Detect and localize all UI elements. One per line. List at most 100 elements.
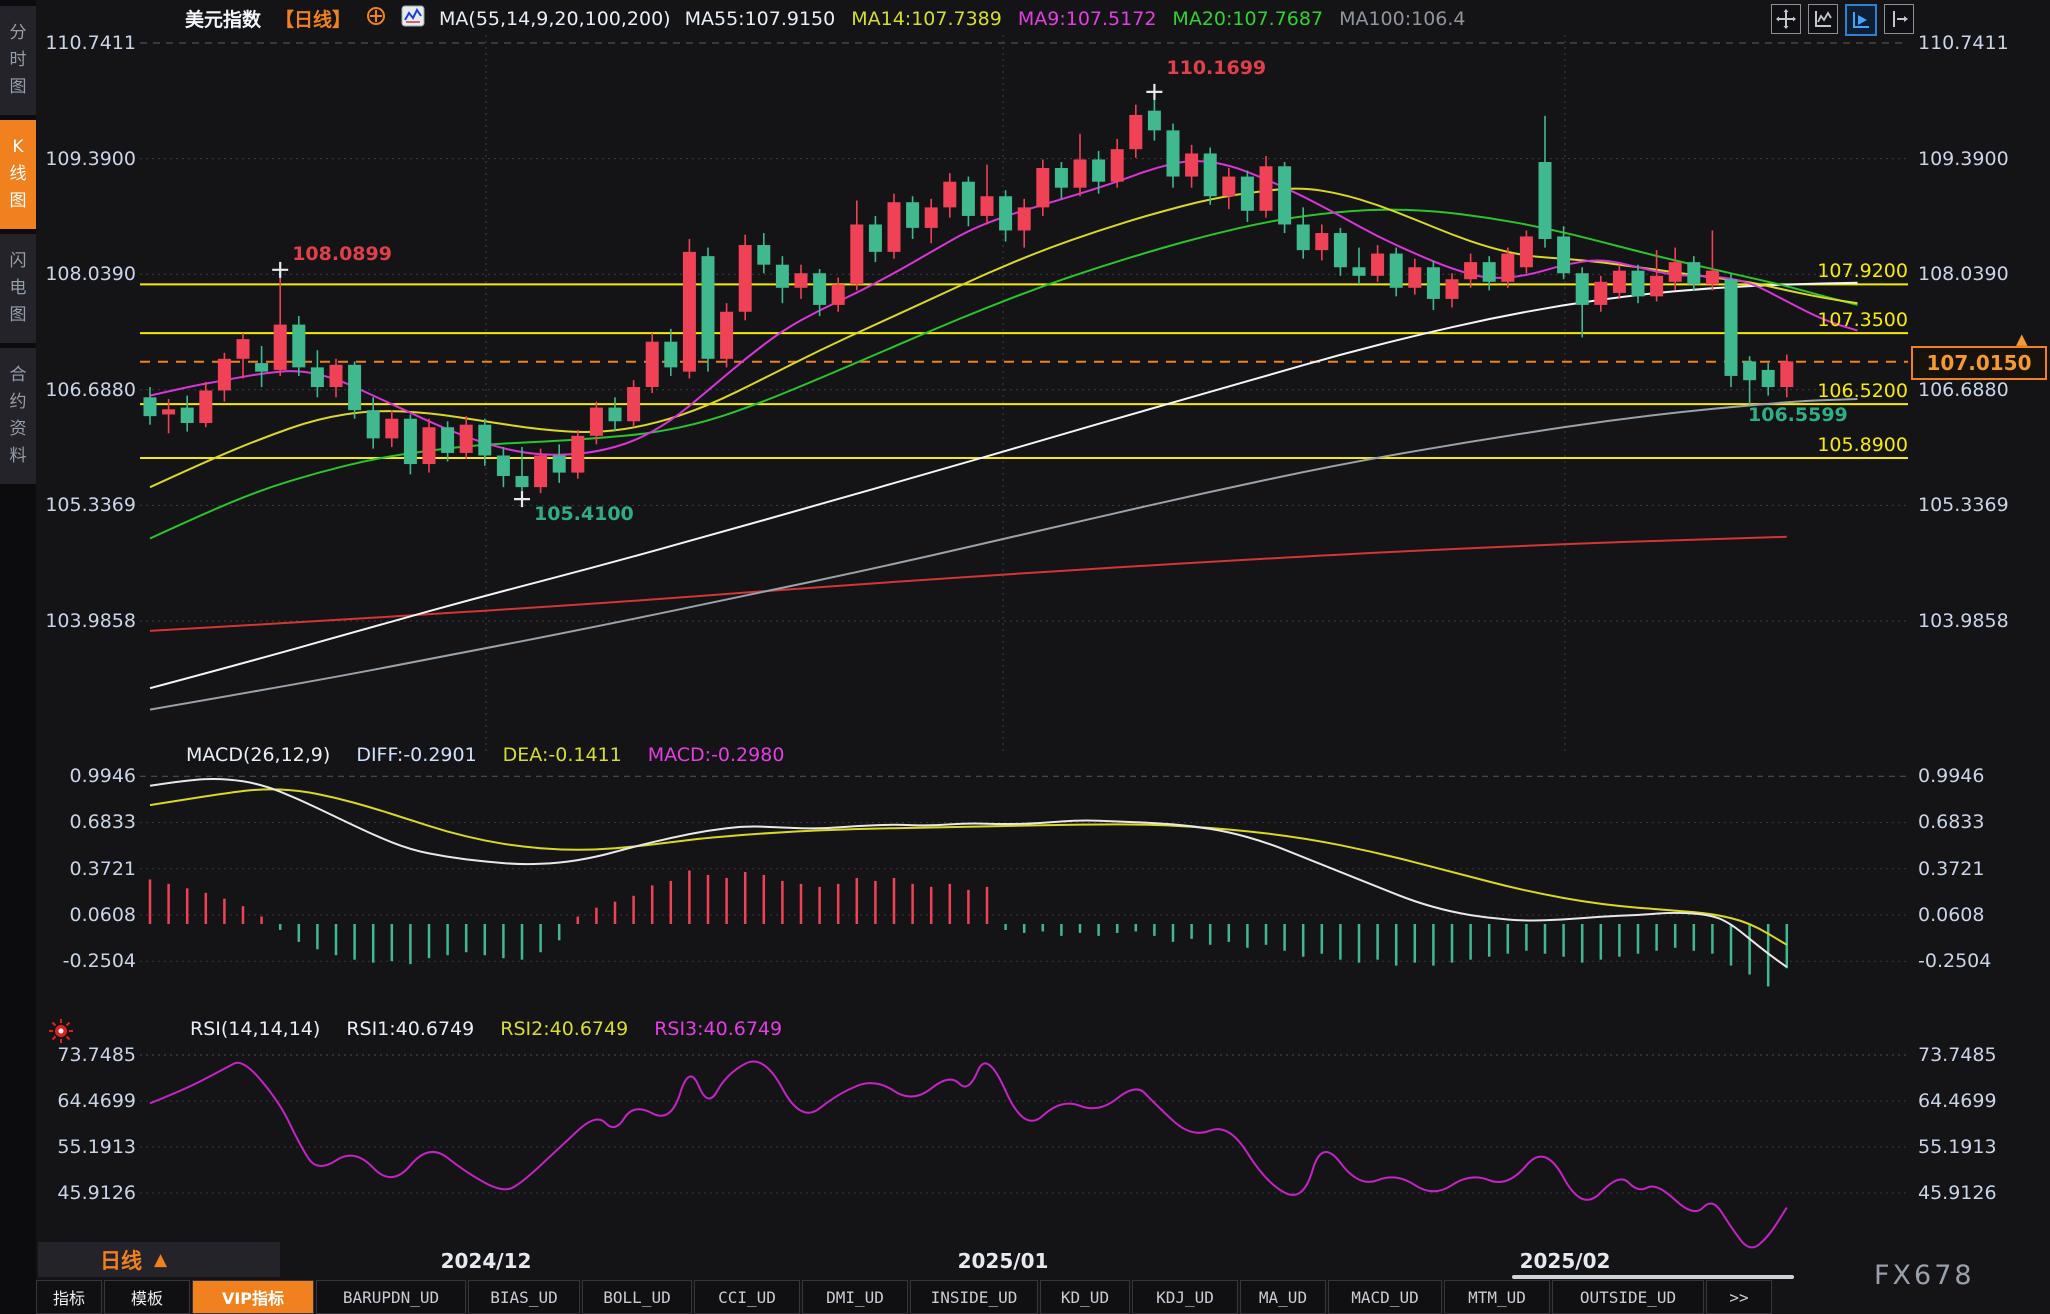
rsi1-value: RSI1:40.6749 bbox=[346, 1018, 475, 1040]
indicator-tab-INSIDEUD[interactable]: INSIDE_UD bbox=[910, 1280, 1038, 1314]
macd-diff-value: DIFF:-0.2901 bbox=[356, 744, 477, 766]
price-axis-label-left: 105.3369 bbox=[45, 494, 136, 517]
rsi-axis-label-left: 55.1913 bbox=[57, 1136, 136, 1158]
ma-line-ma20 bbox=[149, 208, 1858, 540]
macd-macd-value: MACD:-0.2980 bbox=[647, 744, 785, 766]
price-up-arrow-icon: ▲ bbox=[2016, 330, 2028, 348]
price-axis-label-left: 109.3900 bbox=[45, 147, 136, 170]
indicator-tab-DMIUD[interactable]: DMI_UD bbox=[802, 1280, 908, 1314]
indicator-tab-模板[interactable]: 模板 bbox=[104, 1280, 190, 1314]
rsi-title: RSI(14,14,14) bbox=[190, 1018, 321, 1040]
rsi-line bbox=[149, 1060, 1788, 1249]
price-annotation: 110.1699 bbox=[1166, 56, 1267, 79]
chart-header: 美元指数 【日线】 MA(55,14,9,20,100,200) MA55:10… bbox=[185, 5, 1466, 32]
period-label: 日线 bbox=[100, 1248, 142, 1273]
price-axis-label-right: 110.7411 bbox=[1918, 32, 2009, 54]
macd-axis-label-right: 0.6833 bbox=[1918, 811, 1985, 834]
crosshair-icon[interactable] bbox=[365, 5, 387, 32]
indicator-tab-BIASUD[interactable]: BIAS_UD bbox=[468, 1280, 580, 1314]
watermark: FX678 bbox=[1874, 1260, 1975, 1291]
candle-play-mode-button[interactable] bbox=[1845, 4, 1877, 36]
price-axis-label-right: 109.3900 bbox=[1918, 147, 2009, 170]
macd-axis-label-left: 0.3721 bbox=[69, 857, 136, 880]
ma-line-ma100 bbox=[149, 398, 1858, 711]
price-axis-label-right: 105.3369 bbox=[1918, 494, 2009, 517]
macd-axis-label-left: 0.6833 bbox=[69, 811, 136, 834]
rsi-axis-label-left: 45.9126 bbox=[57, 1182, 136, 1204]
macd-axis-label-left: -0.2504 bbox=[62, 950, 136, 973]
sidebar-item-1[interactable]: 分时图 bbox=[0, 6, 36, 115]
ma-line-ma200 bbox=[149, 535, 1787, 632]
current-price-box: 107.0150 bbox=[1911, 346, 2047, 380]
indicator-tab-MAUD[interactable]: MA_UD bbox=[1240, 1280, 1326, 1314]
price-axis-label-left: 110.7411 bbox=[45, 32, 136, 54]
ma-value-label: MA55:107.9150 bbox=[684, 7, 836, 30]
rsi-header: RSI(14,14,14) RSI1:40.6749 RSI2:40.6749 … bbox=[190, 1018, 782, 1040]
time-axis-month-label: 2025/01 bbox=[957, 1249, 1049, 1273]
indicator-tab-MTMUD[interactable]: MTM_UD bbox=[1444, 1280, 1550, 1314]
rsi2-value: RSI2:40.6749 bbox=[500, 1018, 629, 1040]
macd-title: MACD(26,12,9) bbox=[186, 744, 331, 766]
macd-dea-value: DEA:-0.1411 bbox=[502, 744, 622, 766]
macd-axis-label-right: 0.3721 bbox=[1918, 857, 1985, 880]
macd-axis-label-left: 0.0608 bbox=[69, 903, 136, 926]
level-price-label: 105.8900 bbox=[1817, 434, 1908, 457]
price-axis-label-right: 106.6880 bbox=[1918, 378, 2009, 401]
level-price-label: 107.3500 bbox=[1817, 309, 1908, 332]
chart-toolbar bbox=[1771, 4, 1914, 36]
current-price-value: 107.0150 bbox=[1926, 351, 2032, 375]
price-axis-label-left: 108.0390 bbox=[45, 263, 136, 286]
price-axis-label-left: 106.6880 bbox=[45, 378, 136, 401]
indicator-tab->>[interactable]: >> bbox=[1706, 1280, 1772, 1314]
indicator-tab-指标[interactable]: 指标 bbox=[36, 1280, 102, 1314]
rsi-axis-label-right: 55.1913 bbox=[1918, 1136, 1997, 1158]
price-axis-label-right: 103.9858 bbox=[1918, 609, 2009, 632]
rsi-axis-label-right: 73.7485 bbox=[1918, 1044, 1997, 1066]
scrollbar-thumb[interactable] bbox=[1512, 1275, 1794, 1279]
ma-value-label: MA14:107.7389 bbox=[851, 7, 1002, 30]
axis-shift-button[interactable] bbox=[1884, 4, 1914, 34]
rsi-marker-icon[interactable] bbox=[48, 1018, 74, 1048]
macd-axis-label-right: 0.0608 bbox=[1918, 903, 1985, 926]
level-price-label: 107.9200 bbox=[1817, 260, 1908, 283]
price-axis-label-right: 108.0390 bbox=[1918, 263, 2009, 286]
mini-chart-icon[interactable] bbox=[401, 5, 425, 32]
price-annotation: 105.4100 bbox=[534, 503, 634, 526]
rsi-axis-label-left: 64.4699 bbox=[57, 1090, 136, 1112]
time-axis-month-label: 2024/12 bbox=[440, 1249, 532, 1273]
indicator-tab-KDUD[interactable]: KD_UD bbox=[1040, 1280, 1130, 1314]
rsi-axis-label-right: 45.9126 bbox=[1918, 1182, 1997, 1204]
level-price-label: 106.5200 bbox=[1817, 380, 1908, 403]
macd-diff-line bbox=[149, 777, 1788, 968]
indicator-tab-MACDUD[interactable]: MACD_UD bbox=[1328, 1280, 1442, 1314]
sidebar-item-3[interactable]: 闪电图 bbox=[0, 234, 36, 343]
indicator-tab-VIP指标[interactable]: VIP指标 bbox=[192, 1280, 314, 1314]
ma-settings-label: MA(55,14,9,20,100,200) bbox=[439, 7, 671, 30]
sidebar-item-4[interactable]: 合约资料 bbox=[0, 348, 36, 484]
period-tag: 【日线】 bbox=[275, 9, 352, 31]
macd-axis-label-right: -0.2504 bbox=[1918, 950, 1992, 973]
time-axis-month-label: 2025/02 bbox=[1519, 1249, 1611, 1273]
macd-axis-label-right: 0.9946 bbox=[1918, 765, 1985, 788]
line-chart-mode-button[interactable] bbox=[1808, 4, 1838, 34]
indicator-tab-bar: 指标 模板 VIP指标 BARUPDN_UD BIAS_UD BOLL_UD CCI_UD D… bbox=[36, 1280, 1774, 1314]
price-annotation: 108.0899 bbox=[292, 242, 392, 265]
indicator-tab-CCIUD[interactable]: CCI_UD bbox=[694, 1280, 800, 1314]
rsi3-value: RSI3:40.6749 bbox=[654, 1018, 783, 1040]
indicator-tab-BOLLUD[interactable]: BOLL_UD bbox=[582, 1280, 692, 1314]
pan-tool-button[interactable] bbox=[1771, 4, 1801, 34]
ma-value-label: MA9:107.5172 bbox=[1017, 7, 1157, 30]
price-axis-label-left: 103.9858 bbox=[45, 609, 136, 632]
macd-header: MACD(26,12,9) DIFF:-0.2901 DEA:-0.1411 M… bbox=[186, 744, 784, 766]
trendline-value-label: 106.5599 bbox=[1748, 404, 1848, 426]
period-selector[interactable]: 日线 ▲ bbox=[38, 1242, 280, 1277]
indicator-tab-OUTSIDEUD[interactable]: OUTSIDE_UD bbox=[1552, 1280, 1704, 1314]
indicator-tab-BARUPDNUD[interactable]: BARUPDN_UD bbox=[316, 1280, 466, 1314]
ma-values: MA55:107.9150 MA14:107.7389 MA9:107.5172 MA… bbox=[685, 8, 1466, 30]
indicator-tab-KDJUD[interactable]: KDJ_UD bbox=[1132, 1280, 1238, 1314]
rsi-axis-label-left: 73.7485 bbox=[57, 1044, 136, 1066]
